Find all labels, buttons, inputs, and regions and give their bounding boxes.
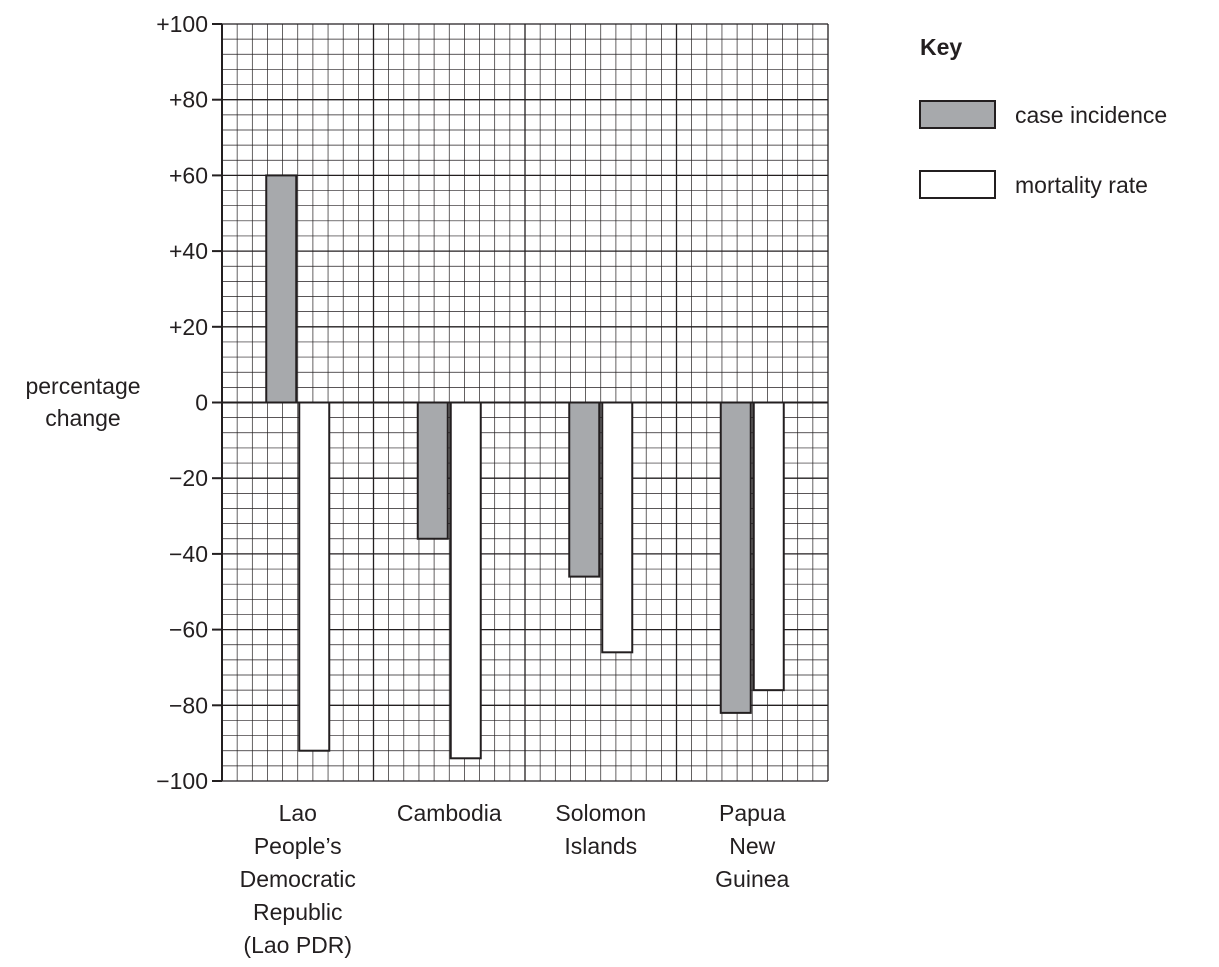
y-tick-label: −40 xyxy=(169,541,208,567)
legend-label-mortality-rate: mortality rate xyxy=(1015,172,1148,198)
legend-swatch-mortality-rate xyxy=(919,170,996,199)
y-tick-label: +60 xyxy=(169,162,208,188)
x-category-label: Papua New Guinea xyxy=(715,800,789,892)
y-tick-label: −100 xyxy=(156,768,208,794)
y-tick-label: +40 xyxy=(169,238,208,264)
y-tick-label: −60 xyxy=(169,617,208,643)
bar-case-incidence-3 xyxy=(719,401,752,714)
legend-title: Key xyxy=(920,34,962,60)
y-tick-labels: +100 +80 +60 +40 +20 0 −20 −40 −60 −80 −100 xyxy=(156,11,222,794)
y-tick-label: +100 xyxy=(156,11,208,37)
x-category-label: Cambodia xyxy=(397,800,502,826)
y-tick-label: −80 xyxy=(169,692,208,718)
legend: Key case incidence mortality rate xyxy=(919,34,1167,199)
x-category-label: Lao People’s Democratic Republic (Lao PDR) xyxy=(240,800,356,958)
bar-mortality-rate-1 xyxy=(449,401,482,760)
y-axis-label: percentage change xyxy=(25,373,140,431)
bar-mortality-rate-2 xyxy=(601,401,634,654)
y-tick-label: 0 xyxy=(195,390,208,416)
bar-case-incidence-1 xyxy=(416,401,449,540)
chart-bars xyxy=(265,174,785,760)
bar-mortality-rate-0 xyxy=(298,401,331,752)
y-tick-label: +20 xyxy=(169,314,208,340)
y-tick-label: +80 xyxy=(169,87,208,113)
x-category-label: Solomon Islands xyxy=(555,800,646,859)
bar-case-incidence-2 xyxy=(568,401,601,578)
legend-swatch-case-incidence xyxy=(919,100,996,129)
bar-case-incidence-0 xyxy=(265,174,298,404)
legend-label-case-incidence: case incidence xyxy=(1015,102,1167,128)
bar-mortality-rate-3 xyxy=(752,401,785,692)
x-category-labels: Lao People’s Democratic Republic (Lao PDR) Ca… xyxy=(240,800,790,958)
y-tick-label: −20 xyxy=(169,465,208,491)
